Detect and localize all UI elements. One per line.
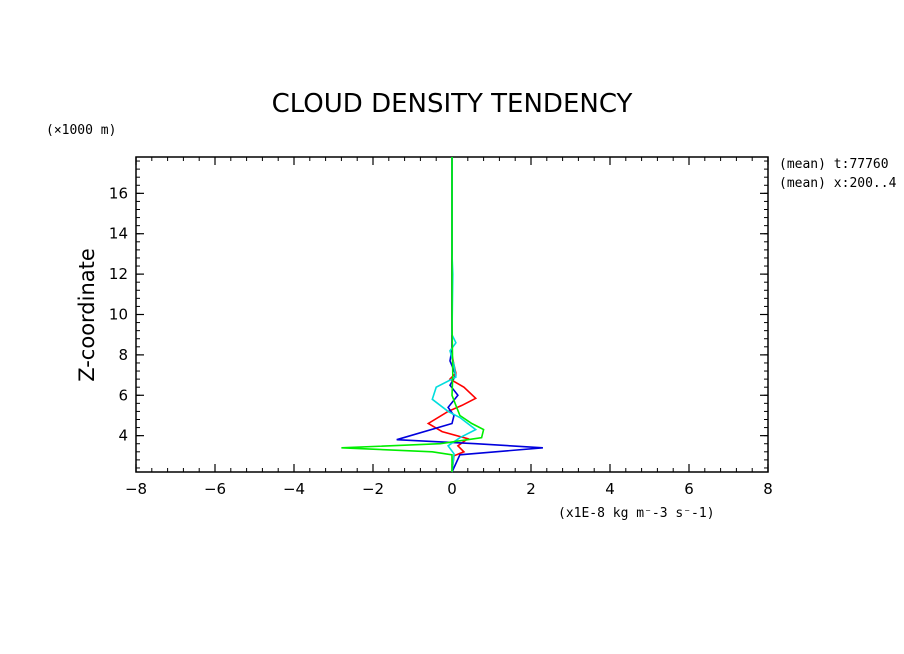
annotation-time: (mean) t:77760 — [779, 157, 889, 172]
series-line-2 — [431, 157, 478, 473]
x-tick-label: 8 — [763, 480, 773, 498]
y-tick-label: 12 — [109, 265, 128, 283]
chart-title: CLOUD DENSITY TENDENCY — [272, 89, 633, 119]
x-tick-label: 0 — [447, 480, 457, 498]
x-tick-label: −6 — [204, 480, 226, 498]
x-tick-label: 2 — [526, 480, 536, 498]
x-tick-label: 4 — [605, 480, 615, 498]
y-unit-label: (×1000 m) — [46, 123, 116, 138]
y-tick-label: 10 — [109, 306, 128, 324]
x-unit-label: (x1E-8 kg m⁻-3 s⁻-1) — [558, 506, 715, 521]
series-line-3 — [341, 157, 485, 472]
y-tick-label: 14 — [109, 225, 128, 243]
y-tick-label: 8 — [118, 346, 128, 364]
y-tick-label: 6 — [118, 386, 128, 404]
y-tick-label: 4 — [118, 427, 128, 445]
x-tick-label: −2 — [362, 480, 384, 498]
x-tick-label: 6 — [684, 480, 694, 498]
axis-ticks: −8 −6 −4 −2 0 2 4 6 8 4 6 8 10 12 14 16 — [109, 157, 773, 498]
y-tick-label: 16 — [109, 184, 128, 202]
y-axis-label: Z-coordinate — [75, 248, 99, 382]
x-tick-label: −8 — [125, 480, 147, 498]
data-series — [341, 157, 543, 473]
x-tick-label: −4 — [283, 480, 305, 498]
annotation-x: (mean) x:200..4 — [779, 176, 897, 191]
